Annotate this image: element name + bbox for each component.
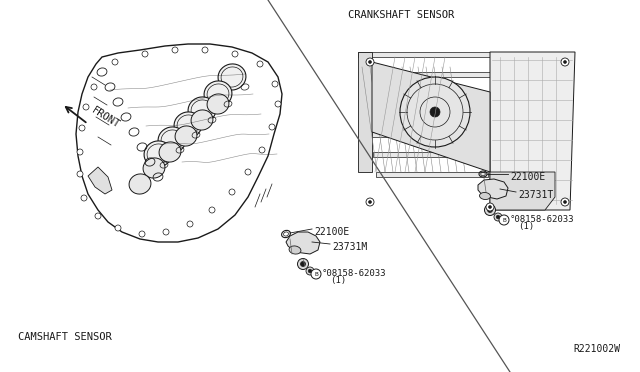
Polygon shape <box>364 92 496 97</box>
Circle shape <box>488 208 493 212</box>
Circle shape <box>209 207 215 213</box>
Circle shape <box>563 61 566 64</box>
Ellipse shape <box>289 246 301 254</box>
Circle shape <box>499 215 509 225</box>
Circle shape <box>366 198 374 206</box>
Text: CRANKSHAFT SENSOR: CRANKSHAFT SENSOR <box>348 10 454 20</box>
Circle shape <box>257 61 263 67</box>
Circle shape <box>306 267 314 275</box>
Circle shape <box>561 58 569 66</box>
Circle shape <box>484 205 495 215</box>
Circle shape <box>91 84 97 90</box>
Circle shape <box>272 81 278 87</box>
Circle shape <box>496 215 500 219</box>
Circle shape <box>142 51 148 57</box>
Circle shape <box>561 198 569 206</box>
Circle shape <box>112 59 118 65</box>
Polygon shape <box>370 132 492 137</box>
Polygon shape <box>373 152 490 157</box>
Polygon shape <box>358 52 372 172</box>
Circle shape <box>494 213 502 221</box>
Circle shape <box>430 107 440 117</box>
Polygon shape <box>88 167 112 194</box>
Text: 22100E: 22100E <box>510 172 545 182</box>
Ellipse shape <box>144 141 172 167</box>
Polygon shape <box>76 44 282 242</box>
Polygon shape <box>376 172 488 177</box>
Circle shape <box>259 147 265 153</box>
Polygon shape <box>478 179 508 199</box>
Text: CAMSHAFT SENSOR: CAMSHAFT SENSOR <box>18 332 112 342</box>
Circle shape <box>163 229 169 235</box>
Text: B: B <box>502 218 506 222</box>
Ellipse shape <box>129 174 151 194</box>
Circle shape <box>81 195 87 201</box>
Circle shape <box>245 169 251 175</box>
Polygon shape <box>490 172 555 210</box>
Circle shape <box>229 189 235 195</box>
Circle shape <box>369 61 371 64</box>
Circle shape <box>488 205 492 208</box>
Circle shape <box>298 259 308 269</box>
Ellipse shape <box>479 192 490 199</box>
Text: °08158-62033: °08158-62033 <box>322 269 387 279</box>
Circle shape <box>311 269 321 279</box>
Ellipse shape <box>143 158 165 178</box>
Polygon shape <box>372 62 490 172</box>
Polygon shape <box>361 72 498 77</box>
Circle shape <box>301 262 305 266</box>
Text: 23731T: 23731T <box>518 190 553 200</box>
Circle shape <box>366 58 374 66</box>
Ellipse shape <box>159 142 181 162</box>
Circle shape <box>202 47 208 53</box>
Ellipse shape <box>174 112 202 138</box>
Ellipse shape <box>175 126 197 146</box>
Circle shape <box>308 269 312 273</box>
Text: °08158-62033: °08158-62033 <box>510 215 575 224</box>
Circle shape <box>232 51 238 57</box>
Polygon shape <box>367 112 494 117</box>
Circle shape <box>269 124 275 130</box>
Circle shape <box>400 77 470 147</box>
Text: 23731M: 23731M <box>332 242 367 252</box>
Ellipse shape <box>218 64 246 90</box>
Text: (1): (1) <box>330 276 346 285</box>
Ellipse shape <box>158 127 186 153</box>
Circle shape <box>275 101 281 107</box>
Polygon shape <box>490 52 575 210</box>
Circle shape <box>77 149 83 155</box>
Text: B: B <box>314 272 318 276</box>
Circle shape <box>369 201 371 203</box>
Text: (1): (1) <box>518 222 534 231</box>
Circle shape <box>83 104 89 110</box>
Ellipse shape <box>188 97 216 123</box>
Ellipse shape <box>191 110 213 130</box>
Polygon shape <box>358 52 500 57</box>
Circle shape <box>172 47 178 53</box>
Polygon shape <box>286 232 320 254</box>
Text: 22100E: 22100E <box>314 227 349 237</box>
Circle shape <box>139 231 145 237</box>
Circle shape <box>486 203 494 211</box>
Circle shape <box>79 125 85 131</box>
Ellipse shape <box>204 81 232 107</box>
Circle shape <box>563 201 566 203</box>
Circle shape <box>187 221 193 227</box>
Ellipse shape <box>207 94 229 114</box>
Text: R221002W: R221002W <box>573 344 620 354</box>
Circle shape <box>115 225 121 231</box>
Text: FRONT: FRONT <box>90 105 122 130</box>
Circle shape <box>95 213 101 219</box>
Circle shape <box>77 171 83 177</box>
